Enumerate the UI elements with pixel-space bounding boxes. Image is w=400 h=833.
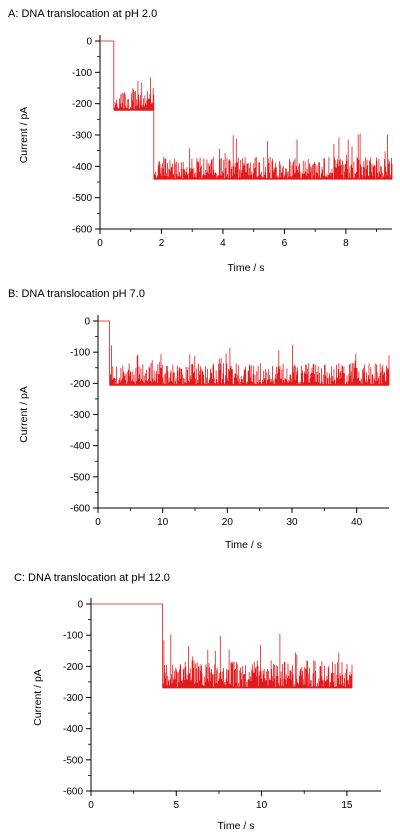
- x-tick-label: 30: [286, 517, 298, 528]
- y-tick-label: -600: [70, 504, 90, 515]
- y-axis-label: Current / pA: [18, 107, 30, 164]
- panel-title: B: DNA translocation pH 7.0: [8, 288, 145, 300]
- y-tick-label: -200: [63, 662, 83, 673]
- y-axis-label: Current / pA: [32, 669, 44, 726]
- chart-panel-2: B: DNA translocation pH 7.0 0 -100 -200 -300…: [8, 288, 390, 551]
- y-tick-label: -100: [63, 631, 83, 642]
- x-tick-label: 4: [220, 238, 226, 249]
- chart-panel-3: C: DNA translocation at pH 12.0 0 -100 -200…: [14, 572, 381, 832]
- y-tick-label: -500: [63, 755, 83, 766]
- panel-title: C: DNA translocation at pH 12.0: [14, 572, 170, 584]
- y-tick-label: 0: [84, 317, 90, 328]
- y-tick-label: -500: [70, 472, 90, 483]
- x-tick-label: 15: [341, 800, 353, 811]
- panel-title: A: DNA translocation at pH 2.0: [8, 8, 157, 20]
- x-tick-label: 10: [256, 800, 268, 811]
- x-tick-label: 40: [351, 517, 363, 528]
- current-trace: [98, 320, 390, 386]
- y-tick-label: -100: [70, 348, 90, 359]
- x-tick-label: 6: [282, 238, 288, 249]
- y-tick-label: -300: [70, 410, 90, 421]
- y-tick-label: 0: [77, 600, 83, 611]
- x-tick-label: 0: [97, 238, 103, 249]
- x-tick-label: 5: [174, 800, 180, 811]
- y-tick-label: -500: [72, 193, 92, 204]
- y-tick-label: -400: [72, 162, 92, 173]
- current-trace: [100, 40, 393, 180]
- y-axis-label: Current / pA: [18, 386, 30, 443]
- y-tick-label: -200: [72, 99, 92, 110]
- y-tick-label: -100: [72, 68, 92, 79]
- x-tick-label: 0: [95, 517, 101, 528]
- y-tick-label: -600: [72, 225, 92, 236]
- current-trace: [91, 603, 353, 688]
- y-tick-label: -300: [72, 131, 92, 142]
- x-tick-label: 8: [343, 238, 349, 249]
- chart-panel-1: A: DNA translocation at pH 2.0 0 -100 -200 -…: [8, 8, 393, 274]
- y-tick-label: 0: [86, 37, 92, 48]
- x-tick-label: 2: [159, 238, 165, 249]
- y-tick-label: -300: [63, 693, 83, 704]
- y-tick-label: -200: [70, 379, 90, 390]
- y-tick-label: -400: [70, 441, 90, 452]
- x-axis-label: Time / s: [218, 820, 255, 832]
- y-tick-label: -600: [63, 787, 83, 798]
- x-axis-label: Time / s: [228, 262, 265, 274]
- x-tick-label: 0: [88, 800, 94, 811]
- x-tick-label: 10: [157, 517, 169, 528]
- y-tick-label: -400: [63, 724, 83, 735]
- x-axis-label: Time / s: [225, 539, 262, 551]
- x-tick-label: 20: [222, 517, 234, 528]
